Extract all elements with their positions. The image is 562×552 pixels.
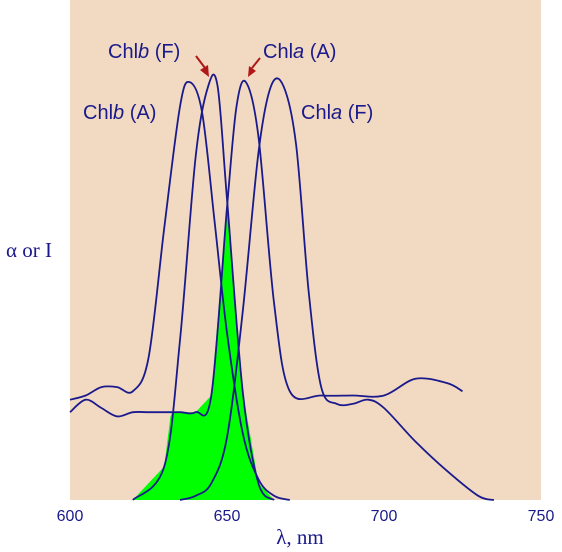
x-tick-label: 750 bbox=[528, 508, 555, 525]
annotation-chla-a: Chla (A) bbox=[263, 41, 336, 63]
annotation-chlb-a: Chlb (A) bbox=[83, 102, 156, 124]
x-tick-label: 700 bbox=[371, 508, 398, 525]
annotation-chlb-f: Chlb (F) bbox=[108, 41, 180, 63]
x-axis-label: λ, nm bbox=[276, 525, 324, 549]
chla-a-curve bbox=[69, 79, 463, 418]
overlap-fill bbox=[132, 207, 275, 500]
chla-f-curve bbox=[179, 77, 495, 501]
y-axis-label: α or I bbox=[6, 238, 52, 262]
chlb-a-curve bbox=[69, 80, 291, 501]
chlb-f-curve bbox=[132, 73, 275, 501]
x-tick-label: 650 bbox=[214, 508, 241, 525]
arrow-chla-a bbox=[248, 57, 261, 77]
x-tick-label: 600 bbox=[57, 508, 84, 525]
arrow-chlb-f bbox=[195, 55, 209, 77]
annotation-chla-f: Chla (F) bbox=[301, 102, 373, 124]
